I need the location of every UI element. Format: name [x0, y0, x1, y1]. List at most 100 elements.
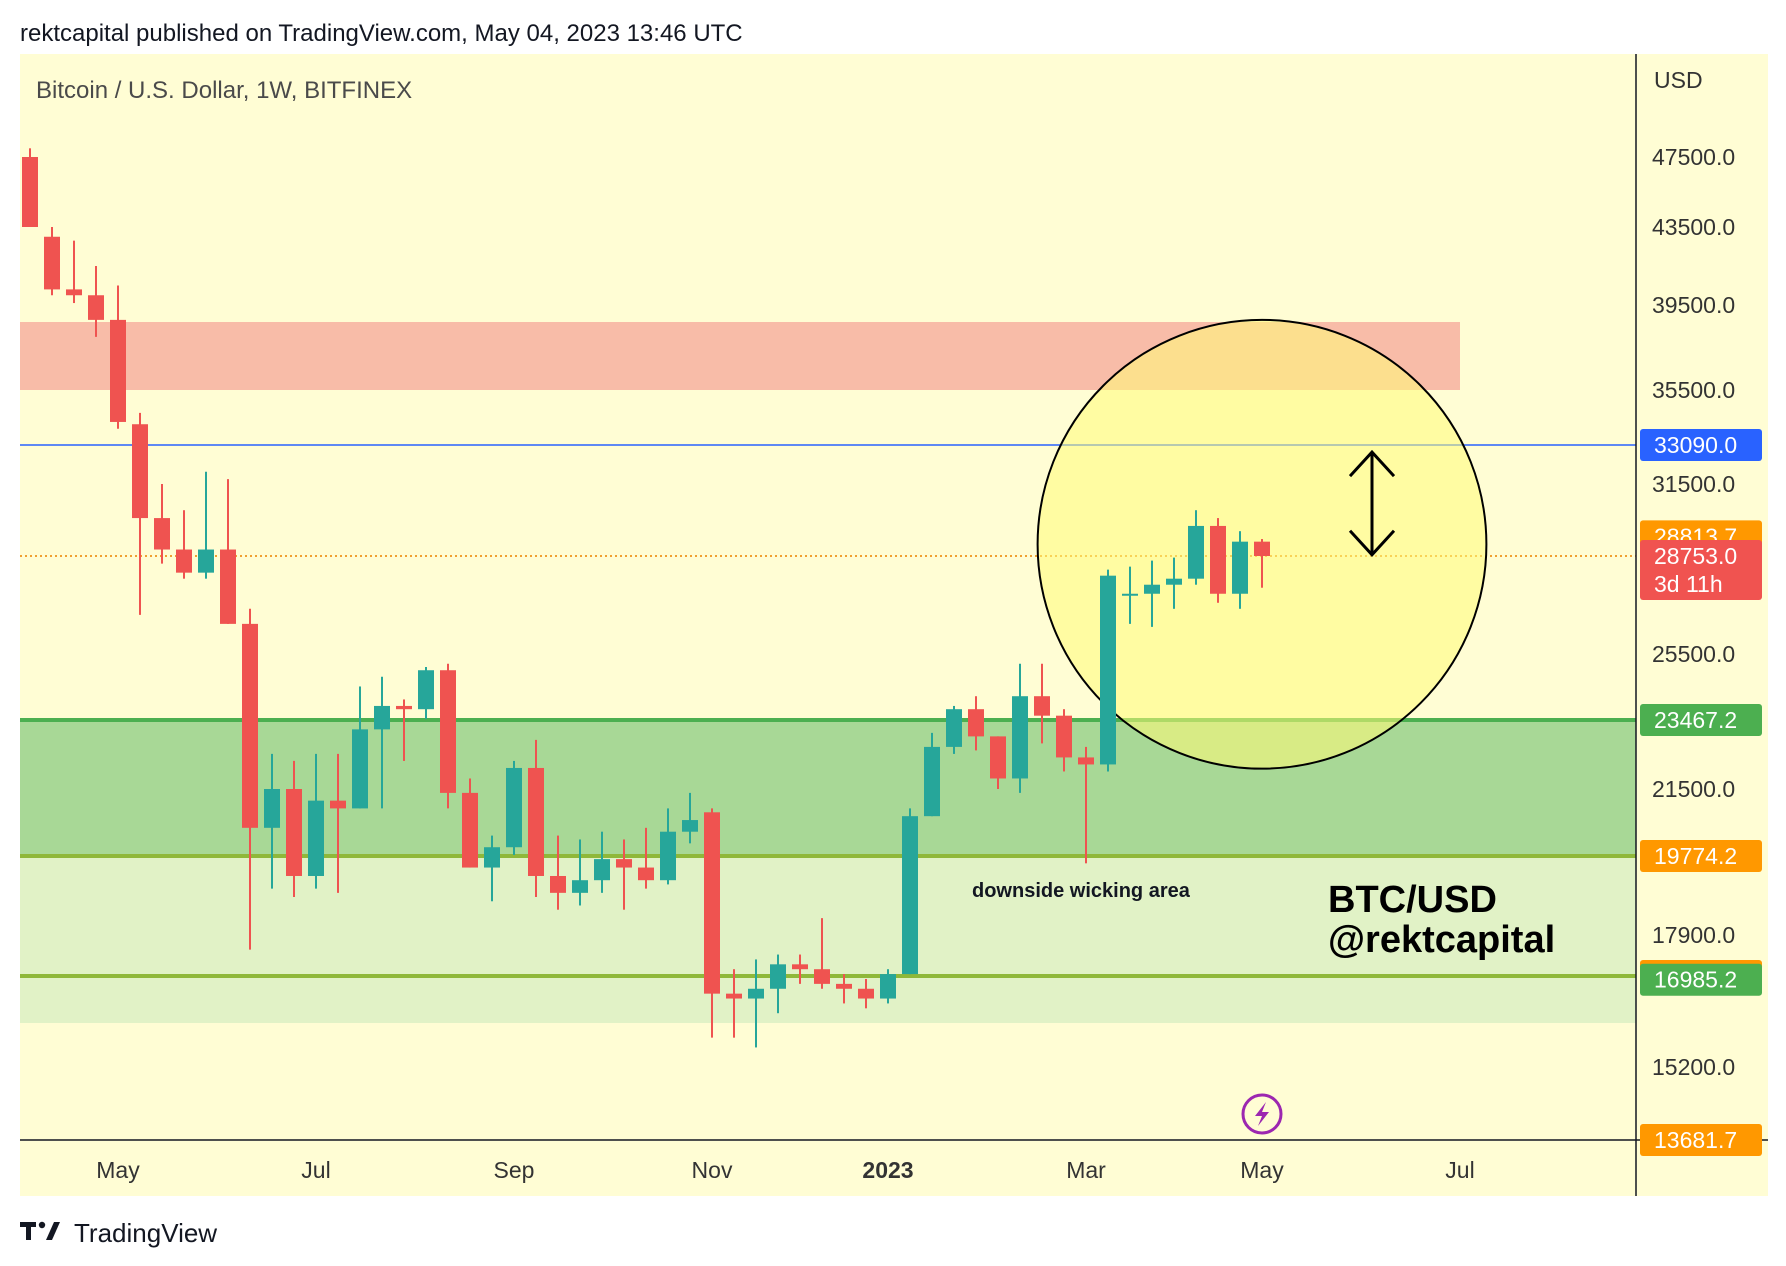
candle-body-w26[interactable] [594, 859, 610, 881]
candle-body-w7[interactable] [176, 549, 192, 573]
price-tag-16985.2 [1640, 963, 1762, 996]
range-arrow-head-down [1348, 529, 1396, 557]
candle-body-w19[interactable] [440, 670, 456, 793]
candle-body-w29[interactable] [660, 831, 676, 881]
candle-body-w9[interactable] [220, 549, 236, 624]
x-tick-2023: 2023 [862, 1157, 913, 1183]
publisher-header: rektcapital published on TradingView.com… [20, 20, 743, 47]
candle-body-w22[interactable] [506, 767, 522, 848]
candle-body-w5[interactable] [132, 424, 148, 519]
tradingview-brand[interactable]: TradingView [20, 1218, 217, 1249]
y-tick-39500.0: 39500.0 [1652, 292, 1735, 318]
candle-body-w45[interactable] [1012, 696, 1028, 779]
price-tag-label-19774.2: 19774.2 [1654, 843, 1737, 869]
candle-body-w35[interactable] [792, 964, 808, 970]
y-tick-31500.0: 31500.0 [1652, 471, 1735, 497]
price-tag-23467.2 [1640, 703, 1762, 736]
y-tick-43500.0: 43500.0 [1652, 214, 1735, 240]
candle-body-w53[interactable] [1188, 525, 1204, 579]
candle-body-w43[interactable] [968, 709, 984, 737]
candle-body-w51[interactable] [1144, 584, 1160, 594]
candle-body-w41[interactable] [924, 746, 940, 817]
candle-body-w39[interactable] [880, 974, 896, 999]
price-tag-19774.2 [1640, 839, 1762, 872]
candle-body-w21[interactable] [484, 847, 500, 868]
price-tag-countdown: 3d 11h [1654, 571, 1723, 597]
x-tick-Jul: Jul [1445, 1157, 1474, 1183]
currency-label: USD [1654, 67, 1703, 93]
candle-body-w23[interactable] [528, 767, 544, 876]
candle-body-w24[interactable] [550, 875, 566, 893]
candle-body-w49[interactable] [1100, 575, 1116, 765]
candle-body-w20[interactable] [462, 792, 478, 868]
candle-body-w11[interactable] [264, 789, 280, 828]
candle-body-w50[interactable] [1122, 593, 1138, 596]
watermark-line-1: @rektcapital [1328, 919, 1555, 961]
candle-body-w2[interactable] [66, 289, 82, 296]
price-tag-28753.0 [1640, 540, 1762, 600]
candle-body-w15[interactable] [352, 729, 368, 809]
tradingview-logo-icon [20, 1218, 64, 1249]
candle-body-w1[interactable] [44, 236, 60, 290]
price-tag-label-16985.2: 16985.2 [1654, 967, 1737, 993]
y-tick-25500.0: 25500.0 [1652, 641, 1735, 667]
candle-body-w40[interactable] [902, 816, 918, 975]
candle-body-w12[interactable] [286, 789, 302, 876]
x-tick-Nov: Nov [692, 1157, 733, 1183]
candle-body-w36[interactable] [814, 969, 830, 984]
candle-body-w48[interactable] [1078, 757, 1094, 765]
candle-body-w34[interactable] [770, 964, 786, 989]
candle-body-w28[interactable] [638, 867, 654, 881]
annotation-text: downside wicking area [972, 880, 1191, 902]
candle-body-w8[interactable] [198, 549, 214, 573]
candle-body-w37[interactable] [836, 983, 852, 989]
candle-body-w6[interactable] [154, 518, 170, 550]
candle-body-w17[interactable] [396, 705, 412, 710]
candle-body-w13[interactable] [308, 800, 324, 876]
zone-support-upper [20, 719, 1636, 856]
candle-body-w16[interactable] [374, 705, 390, 730]
price-tag-13681.7 [1640, 1124, 1762, 1157]
y-tick-17900.0: 17900.0 [1652, 922, 1735, 948]
price-tag-label-33090.0: 33090.0 [1654, 432, 1737, 458]
y-tick-35500.0: 35500.0 [1652, 377, 1735, 403]
candle-body-w10[interactable] [242, 623, 258, 828]
y-tick-47500.0: 47500.0 [1652, 144, 1735, 170]
chart-title: Bitcoin / U.S. Dollar, 1W, BITFINEX [36, 77, 412, 104]
price-tag-33090.0 [1640, 429, 1762, 461]
candle-body-w46[interactable] [1034, 696, 1050, 716]
x-tick-Mar: Mar [1066, 1157, 1106, 1183]
candle-body-w52[interactable] [1166, 578, 1182, 585]
candle-body-w27[interactable] [616, 859, 632, 868]
candle-body-w44[interactable] [990, 736, 1006, 779]
candle-body-w55[interactable] [1232, 541, 1248, 594]
price-tag-label-23467.2: 23467.2 [1654, 707, 1737, 733]
candle-body-w56[interactable] [1254, 541, 1270, 556]
candle-body-w32[interactable] [726, 993, 742, 999]
time-axis-background [20, 1140, 1768, 1196]
zone-support-lower [20, 855, 1636, 1023]
candle-body-w30[interactable] [682, 820, 698, 832]
y-tick-15200.0: 15200.0 [1652, 1054, 1735, 1080]
candle-body-w38[interactable] [858, 988, 874, 999]
lightning-icon-glyph [1255, 1102, 1269, 1126]
candle-body-w18[interactable] [418, 670, 434, 710]
candle-body-w54[interactable] [1210, 525, 1226, 594]
range-arrow-head-up [1348, 449, 1396, 478]
candle-body-w33[interactable] [748, 988, 764, 999]
y-tick-21500.0: 21500.0 [1652, 776, 1735, 802]
candle-body-w3[interactable] [88, 295, 104, 320]
x-tick-Jul: Jul [301, 1157, 330, 1183]
candle-body-w47[interactable] [1056, 715, 1072, 758]
price-tag-label-28753.0: 28753.0 [1654, 543, 1737, 569]
candle-body-w42[interactable] [946, 709, 962, 747]
candle-body-w25[interactable] [572, 880, 588, 893]
candle-body-w4[interactable] [110, 319, 126, 422]
candle-body-w31[interactable] [704, 812, 720, 994]
tradingview-brand-name: TradingView [74, 1218, 218, 1248]
candle-body-w14[interactable] [330, 800, 346, 809]
x-tick-May: May [96, 1157, 140, 1183]
candle-body-w0[interactable] [22, 157, 38, 227]
lightning-icon[interactable] [1241, 1093, 1283, 1135]
